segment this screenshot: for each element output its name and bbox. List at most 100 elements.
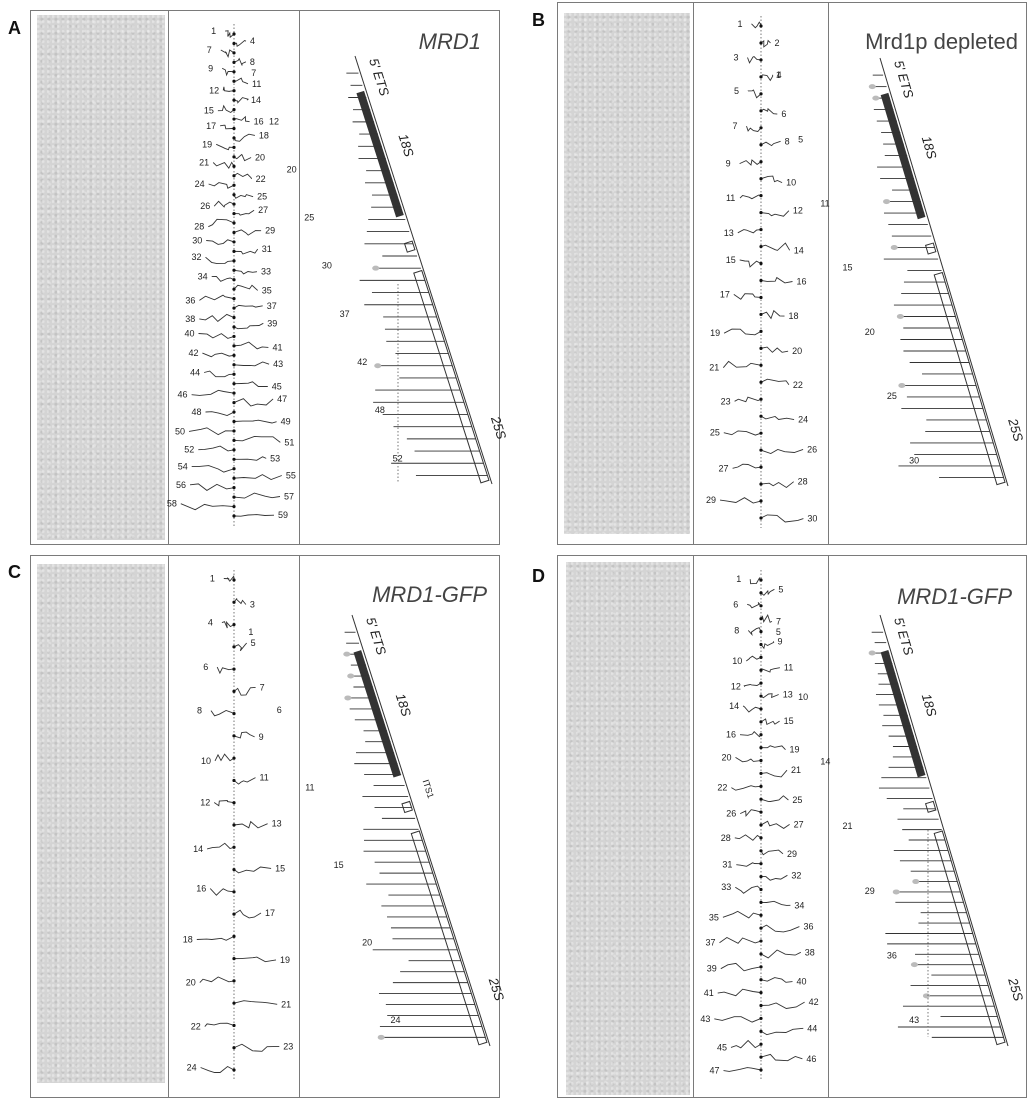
tracing-branch bbox=[760, 641, 775, 650]
tracing-number: 29 bbox=[706, 495, 716, 505]
tracing-branch bbox=[233, 361, 270, 367]
tracing-number: 6 bbox=[733, 599, 738, 609]
tracing-branch bbox=[233, 322, 264, 330]
terminal-knob bbox=[868, 650, 876, 656]
tracing-branch bbox=[747, 56, 762, 64]
tracing-branch bbox=[739, 731, 762, 738]
tracing-number: 39 bbox=[707, 964, 717, 974]
tracing-number: 29 bbox=[265, 226, 275, 236]
polymerase-dot bbox=[232, 689, 236, 693]
rdna-axis bbox=[354, 55, 493, 485]
tracing-number: 35 bbox=[262, 285, 272, 295]
polymerase-dot bbox=[232, 259, 236, 263]
tracing-branch bbox=[233, 777, 256, 785]
polymerase-dot bbox=[232, 712, 236, 716]
tracing-number: 51 bbox=[284, 437, 294, 447]
polymerase-dot bbox=[232, 756, 236, 760]
polymerase-dot bbox=[232, 79, 236, 83]
tracing-number: 45 bbox=[717, 1042, 727, 1052]
polymerase-dot bbox=[759, 1016, 763, 1021]
tracing-branch bbox=[760, 667, 780, 673]
25s-bar bbox=[410, 830, 488, 1046]
tracing-number: 30 bbox=[192, 235, 202, 245]
polymerase-dot bbox=[232, 419, 236, 424]
polymerase-dot bbox=[232, 325, 236, 329]
polymerase-dot bbox=[232, 1046, 236, 1050]
tracing-branch bbox=[233, 956, 277, 963]
tracing-number: 35 bbox=[709, 912, 719, 922]
tracing-branch bbox=[216, 143, 235, 151]
tracing-branch bbox=[198, 333, 235, 339]
polymerase-dot bbox=[759, 1003, 763, 1008]
tracing-branch bbox=[760, 140, 781, 147]
tracing-branch bbox=[233, 1000, 278, 1005]
divider bbox=[299, 556, 300, 1097]
tracing-number: 50 bbox=[175, 426, 185, 436]
tracing-number: 12 bbox=[200, 797, 210, 807]
polymerase-dot bbox=[232, 41, 236, 46]
tracing-branch bbox=[233, 820, 268, 829]
tracing-branch bbox=[760, 924, 800, 933]
tracing-branch bbox=[233, 57, 247, 66]
tracing-branch bbox=[740, 809, 762, 818]
tracing-number: 9 bbox=[208, 63, 213, 73]
transcript-number: 6 bbox=[277, 705, 282, 715]
polymerase-dot bbox=[759, 733, 763, 737]
divider bbox=[828, 3, 829, 544]
tracing-number: 21 bbox=[199, 158, 209, 168]
transcript-number: 43 bbox=[909, 1015, 919, 1025]
polymerase-dot bbox=[232, 372, 236, 376]
tracing-number: 4 bbox=[777, 70, 782, 80]
tracing-number: 23 bbox=[283, 1041, 293, 1051]
polymerase-dot bbox=[232, 514, 236, 518]
transcript-number: 20 bbox=[287, 164, 297, 174]
tracing-number: 34 bbox=[198, 272, 208, 282]
tracing-number: 21 bbox=[791, 765, 801, 775]
its1-label: ITS1 bbox=[421, 778, 436, 799]
tracing-number: 46 bbox=[178, 390, 188, 400]
polymerase-dot bbox=[232, 334, 236, 339]
terminal-knob bbox=[912, 879, 920, 885]
polymerase-dot bbox=[759, 887, 763, 892]
terminal-knob bbox=[344, 695, 352, 701]
tracing-number: 16 bbox=[196, 883, 206, 893]
tracing-number: 27 bbox=[794, 819, 804, 829]
tracing-number: 37 bbox=[706, 938, 716, 948]
polymerase-dot bbox=[232, 622, 236, 627]
terminal-knob bbox=[372, 265, 380, 271]
polymerase-dot bbox=[759, 978, 763, 982]
polymerase-dot bbox=[232, 98, 236, 102]
terminal-knob bbox=[343, 651, 351, 657]
transcript-number: 11 bbox=[820, 199, 829, 209]
tracing-number: 8 bbox=[197, 706, 202, 716]
transcript-number: 15 bbox=[334, 860, 344, 870]
tracing-branch bbox=[204, 1022, 235, 1027]
tracing-branch bbox=[233, 39, 247, 48]
polymerase-dot bbox=[759, 363, 763, 367]
polymerase-dot bbox=[759, 211, 763, 215]
transcript-number: 11 bbox=[305, 782, 314, 792]
polymerase-dot bbox=[232, 912, 236, 916]
tracing-branch bbox=[213, 800, 235, 807]
tracing-number: 49 bbox=[281, 417, 291, 427]
polymerase-dot bbox=[759, 720, 763, 724]
tracing-number: 21 bbox=[709, 363, 719, 373]
polymerase-dot bbox=[759, 482, 763, 486]
tracing-number: 43 bbox=[273, 359, 283, 369]
tracing-number: 46 bbox=[806, 1054, 816, 1064]
polymerase-dot bbox=[232, 667, 236, 671]
tracing-number: 33 bbox=[721, 882, 731, 892]
polymerase-dot bbox=[759, 617, 763, 621]
polymerase-dot bbox=[232, 60, 236, 64]
polymerase-dot bbox=[759, 771, 763, 776]
polymerase-dot bbox=[759, 278, 763, 283]
tracing-branch bbox=[746, 655, 762, 662]
tracing-number: 47 bbox=[710, 1066, 720, 1076]
tracing-number: 40 bbox=[797, 977, 807, 987]
transcript-number: 14 bbox=[820, 757, 830, 767]
tracing-branch bbox=[220, 49, 235, 58]
tracing-branch bbox=[760, 1053, 803, 1062]
tracing-number: 16 bbox=[726, 730, 736, 740]
tracing-number: 17 bbox=[265, 908, 275, 918]
tracing-branch bbox=[736, 862, 762, 867]
